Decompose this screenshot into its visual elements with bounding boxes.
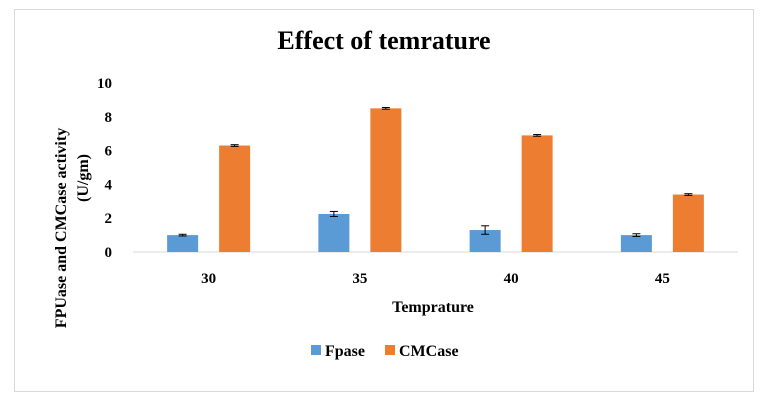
legend-label-fpase: Fpase [325, 343, 365, 360]
legend-swatch-cmcase [385, 345, 395, 355]
x-axis-title: Temprature [392, 299, 474, 316]
y-axis-ticks: 0 2 4 6 8 10 [97, 76, 113, 261]
bar-cmcase-30 [219, 145, 251, 252]
bar-fpase-40 [469, 230, 501, 252]
legend-swatch-fpase [311, 345, 321, 355]
y-tick-label: 8 [105, 110, 113, 126]
y-tick-label: 10 [97, 76, 112, 92]
y-axis-title-line1: FPUase and CMCase activity [53, 128, 70, 328]
x-tick-label: 45 [655, 271, 670, 287]
bar-cmcase-35 [370, 108, 402, 252]
x-tick-label: 40 [504, 271, 519, 287]
legend: Fpase CMCase [311, 343, 459, 360]
bars [167, 107, 704, 252]
bar-fpase-35 [318, 213, 350, 252]
y-tick-label: 2 [105, 211, 113, 227]
bar-cmcase-40 [521, 135, 553, 252]
legend-label-cmcase: CMCase [399, 343, 459, 360]
y-tick-label: 0 [105, 245, 113, 261]
y-axis-title: FPUase and CMCase activity (U/gm) [53, 128, 92, 328]
y-tick-label: 4 [105, 177, 113, 193]
y-axis-title-line2: (U/gm) [75, 154, 92, 202]
x-axis-ticks: 30 35 40 45 [201, 271, 670, 287]
x-tick-label: 35 [352, 271, 367, 287]
bar-fpase-45 [620, 235, 652, 252]
x-tick-label: 30 [201, 271, 216, 287]
chart-title: Effect of temrature [277, 26, 490, 55]
y-tick-label: 6 [105, 144, 113, 160]
bar-cmcase-45 [672, 194, 704, 252]
bar-fpase-30 [167, 235, 199, 252]
